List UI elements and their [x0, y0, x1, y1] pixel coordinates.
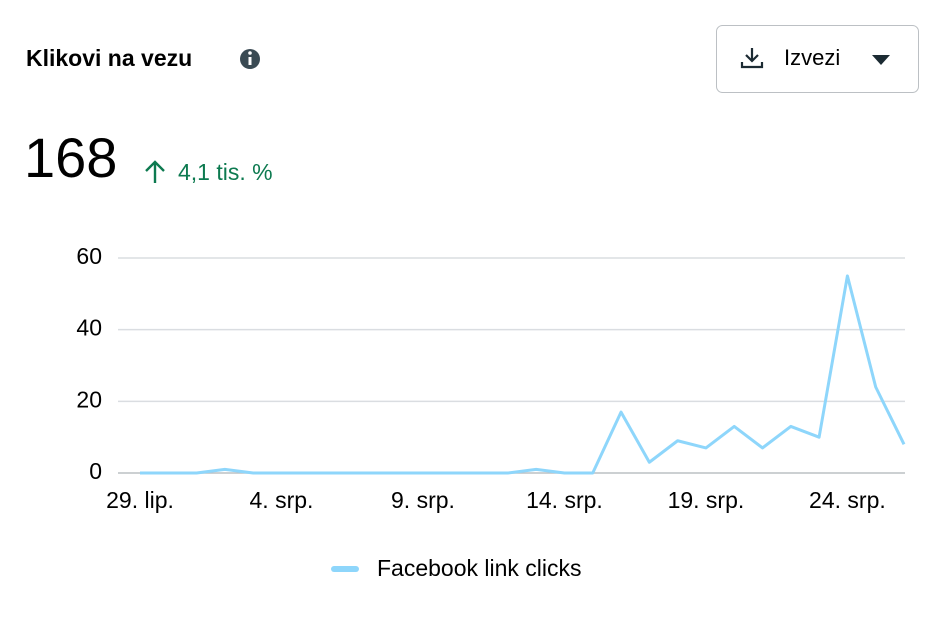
up-arrow: [145, 160, 165, 183]
x-tick-label: 29. lip.: [106, 487, 174, 513]
y-tick-label: 40: [76, 315, 102, 341]
info-icon[interactable]: [240, 49, 260, 69]
y-tick-label: 20: [76, 386, 102, 412]
data-line: [140, 274, 906, 475]
legend-label: Facebook link clicks: [377, 555, 582, 581]
x-tick-label: 4. srp.: [250, 487, 314, 513]
x-tick-label: 19. srp.: [668, 487, 745, 513]
export-button[interactable]: Izvezi: [716, 25, 919, 93]
y-tick-label: 60: [76, 243, 102, 269]
change: 4,1 tis. %: [178, 159, 273, 185]
total: 168: [24, 126, 117, 189]
x-tick-label: 14. srp.: [526, 487, 603, 513]
x-tick-label: 24. srp.: [809, 487, 886, 513]
x-tick-label: 9. srp.: [391, 487, 455, 513]
button-label: Izvezi: [784, 45, 840, 70]
y-tick-label: 0: [89, 458, 102, 484]
title: Klikovi na vezu: [26, 45, 192, 71]
